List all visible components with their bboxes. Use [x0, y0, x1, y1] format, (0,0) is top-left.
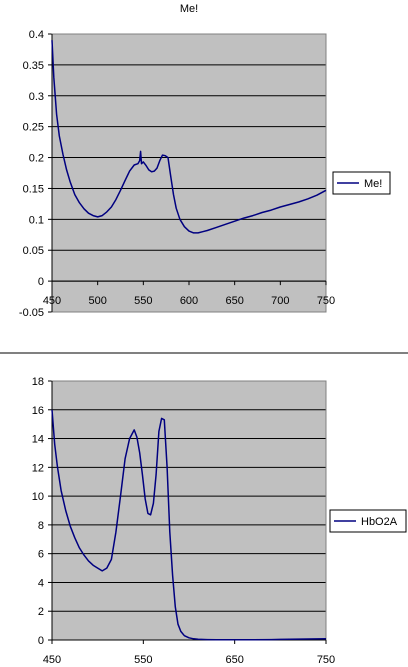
chart2-y-tick-label: 10: [32, 491, 44, 503]
chart2-legend-label: HbO2A: [361, 516, 398, 528]
chart2-x-tick-label: 450: [43, 654, 61, 666]
chart1-x-tick-label: 450: [43, 295, 61, 307]
chart1-y-tick-label: 0.15: [23, 183, 44, 195]
chart1-y-tick-label: 0.1: [29, 214, 44, 226]
chart2-x-tick-label: 650: [225, 654, 243, 666]
chart2-x-tick-label: 750: [317, 654, 335, 666]
chart1-y-tick-label: -0.05: [19, 307, 44, 319]
chart1-x-tick-label: 700: [271, 295, 289, 307]
chart2-y-tick-label: 6: [38, 549, 44, 561]
chart1-x-tick-label: 550: [134, 295, 152, 307]
chart2-y-tick-label: 8: [38, 520, 44, 532]
chart1-x-tick-label: 750: [317, 295, 335, 307]
chart1-legend: [332, 171, 391, 195]
chart2-y-tick-label: 16: [32, 405, 44, 417]
chart2-series-line: [51, 409, 327, 641]
chart1-y-tick-label: 0.35: [23, 60, 44, 72]
chart1-legend-label: Me!: [364, 178, 382, 190]
chart2-x-tick-label: 550: [134, 654, 152, 666]
chart1-x-tick-label: 600: [180, 295, 198, 307]
chart1-series-line: [51, 40, 327, 234]
chart2-y-tick-label: 4: [38, 577, 44, 589]
chart1-y-tick-label: 0.05: [23, 245, 44, 257]
chart1-x-tick-label: 500: [88, 295, 106, 307]
chart1-x-tick-label: 650: [225, 295, 243, 307]
chart2-y-tick-label: 18: [32, 376, 44, 388]
chart1-y-tick-label: 0.2: [29, 153, 44, 165]
chart1-plot-area: [52, 34, 326, 312]
chart1-y-tick-label: 0.4: [29, 29, 44, 41]
chart2-y-tick-label: 0: [38, 635, 44, 647]
chart1-y-tick-label: 0.3: [29, 91, 44, 103]
chart2-legend: [329, 509, 407, 533]
chart2-plot-area: [52, 381, 326, 640]
chart2-y-tick-label: 14: [32, 434, 44, 446]
chart2-y-tick-label: 2: [38, 606, 44, 618]
chart1-title: Me!: [180, 3, 198, 15]
chart1: -0.05 0 0.05 0.1 0.15 0.2 0.25 0.3 0.35 0.4 450 500…: [19, 29, 391, 319]
chart2-y-tick-label: 12: [32, 462, 44, 474]
chart2: 0 2 4 6 8 10 12 14 16 18 450 550 650 750 HbO2A: [32, 376, 407, 666]
chart1-y-tick-label: 0: [38, 276, 44, 288]
chart1-y-tick-label: 0.25: [23, 122, 44, 134]
